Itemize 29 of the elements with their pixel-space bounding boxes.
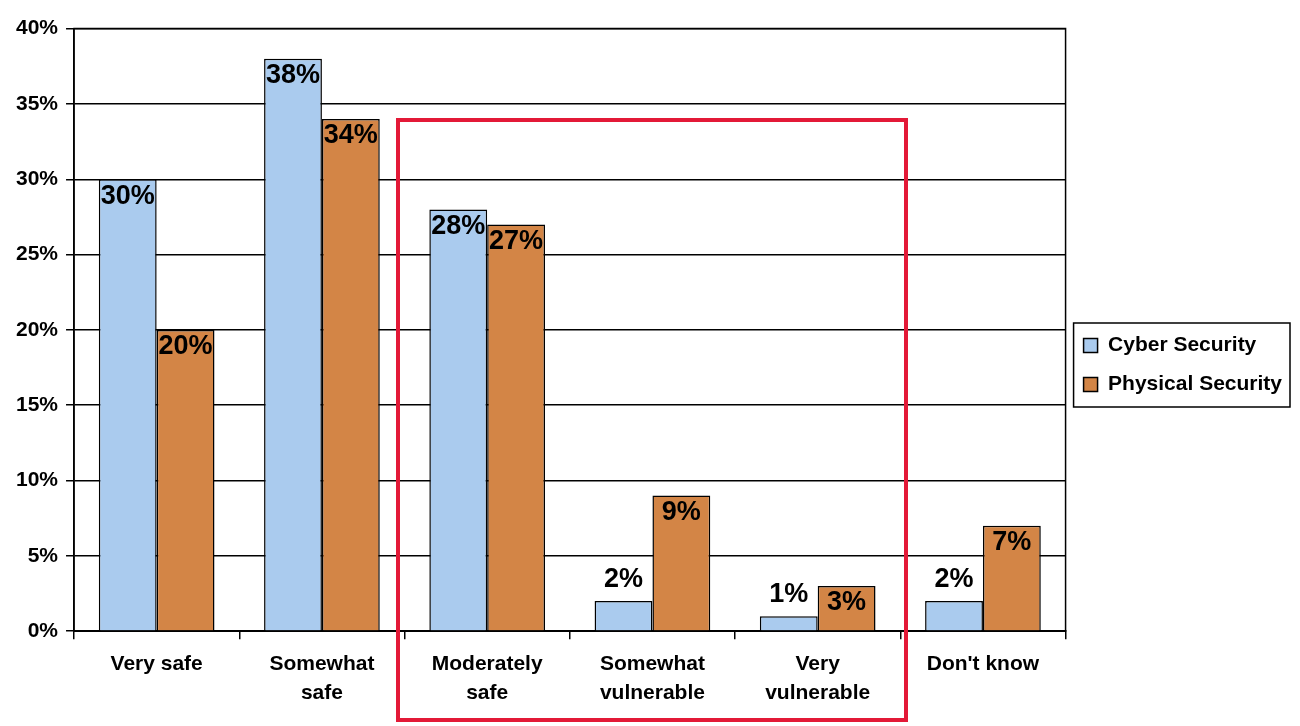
y-tick-label: 25% [16,241,59,265]
data-label: 30% [100,179,155,210]
data-label: 38% [265,59,321,90]
y-tick-label: 15% [16,392,59,416]
data-label: 9% [661,496,701,527]
x-tick-label: Moderately safe [431,650,543,704]
data-label: 2% [934,562,974,593]
data-label: 3% [827,586,867,617]
data-label: 2% [603,562,644,593]
x-tick-label: Somewhat safe [269,650,375,704]
y-tick-label: 20% [16,316,59,340]
x-tick-label: Somewhat vulnerable [599,650,705,704]
y-tick-label: 5% [27,542,59,566]
y-tick-label: 10% [16,467,59,491]
legend-label: Physical Security [1108,371,1283,395]
data-label: 20% [158,330,213,361]
data-label: 34% [323,119,378,150]
data-label: 28% [431,209,486,240]
y-tick-label: 40% [16,15,59,39]
data-label: 1% [769,577,809,608]
y-tick-label: 0% [27,618,59,641]
x-tick-label: Very safe [110,650,203,674]
y-tick-label: 30% [16,166,59,190]
y-tick-label: 35% [16,90,59,114]
legend-label: Cyber Security [1108,332,1257,356]
data-label: 7% [992,526,1032,557]
x-tick-label: Don't know [926,650,1040,674]
data-label: 27% [489,224,544,255]
x-tick-label: Very vulnerable [765,650,871,704]
